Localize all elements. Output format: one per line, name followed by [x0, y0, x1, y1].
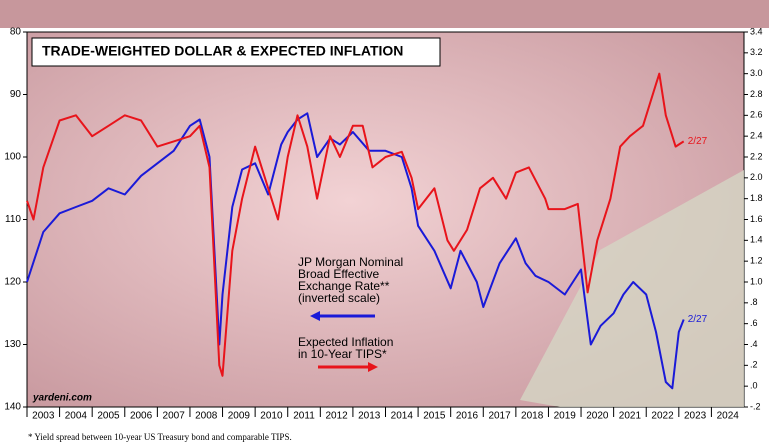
y-tick-label: 110 [5, 214, 21, 225]
y2-tick-label: -.2 [750, 401, 761, 411]
y2-tick-label: 2.0 [750, 172, 763, 182]
y2-tick-label: 2.2 [750, 151, 763, 161]
chart: TRADE-WEIGHTED DOLLAR & EXPECTED INFLATI… [0, 0, 769, 447]
y-tick-label: 100 [4, 152, 21, 163]
x-tick-label: 2014 [391, 411, 414, 422]
y-tick-label: 90 [10, 89, 22, 100]
x-tick-label: 2011 [293, 411, 315, 422]
page: {"chart_data":{"type":"line","title":"TR… [0, 0, 769, 447]
y2-tick-label: 2.4 [750, 131, 763, 141]
x-tick-label: 2018 [521, 411, 544, 422]
legend-entry: JP Morgan Nominal Broad Effective Exchan… [298, 256, 423, 304]
x-tick-label: 2019 [554, 411, 577, 422]
x-tick-label: 2005 [97, 411, 120, 422]
x-tick-label: 2003 [32, 411, 55, 422]
y2-tick-label: .4 [750, 339, 758, 349]
legend-entry: Expected Inflation in 10-Year TIPS* [298, 336, 403, 360]
y2-tick-label: .0 [750, 381, 758, 391]
x-tick-label: 2004 [65, 411, 88, 422]
x-tick-label: 2021 [619, 411, 642, 422]
source: yardeni.com [32, 393, 92, 404]
y2-tick-label: .2 [750, 360, 758, 370]
y2-tick-label: 3.2 [750, 47, 763, 57]
x-tick-label: 2015 [423, 411, 446, 422]
y-tick-label: 80 [10, 27, 22, 38]
end-label: 2/27 [688, 136, 708, 147]
x-tick-label: 2010 [260, 411, 283, 422]
x-tick-label: 2013 [358, 411, 381, 422]
x-tick-label: 2020 [586, 411, 609, 422]
x-tick-label: 2023 [684, 411, 707, 422]
footnote: * Yield spread between 10-year US Treasu… [28, 432, 292, 442]
y2-tick-label: 2.6 [750, 110, 763, 120]
y-tick-label: 120 [4, 277, 21, 288]
x-tick-label: 2007 [163, 411, 186, 422]
end-label: 2/27 [688, 314, 708, 325]
y2-tick-label: .8 [750, 297, 758, 307]
x-tick-label: 2016 [456, 411, 479, 422]
x-tick-label: 2012 [325, 411, 348, 422]
x-tick-label: 2022 [651, 411, 674, 422]
x-tick-label: 2008 [195, 411, 218, 422]
y2-tick-label: 1.4 [750, 235, 763, 245]
frame [0, 0, 769, 28]
y2-tick-label: 3.4 [750, 26, 763, 36]
y-tick-label: 130 [4, 339, 21, 350]
x-tick-label: 2006 [130, 411, 153, 422]
x-tick-label: 2017 [488, 411, 511, 422]
y2-tick-label: 1.2 [750, 256, 763, 266]
y2-tick-label: .6 [750, 318, 758, 328]
x-tick-label: 2024 [717, 411, 740, 422]
y2-tick-label: 2.8 [750, 89, 763, 99]
chart-title: TRADE-WEIGHTED DOLLAR & EXPECTED INFLATI… [42, 43, 403, 59]
y2-tick-label: 3.0 [750, 68, 763, 78]
y2-tick-label: 1.0 [750, 276, 763, 286]
x-tick-label: 2009 [228, 411, 251, 422]
y-tick-label: 140 [4, 402, 21, 413]
y2-tick-label: 1.8 [750, 193, 763, 203]
y2-tick-label: 1.6 [750, 214, 763, 224]
